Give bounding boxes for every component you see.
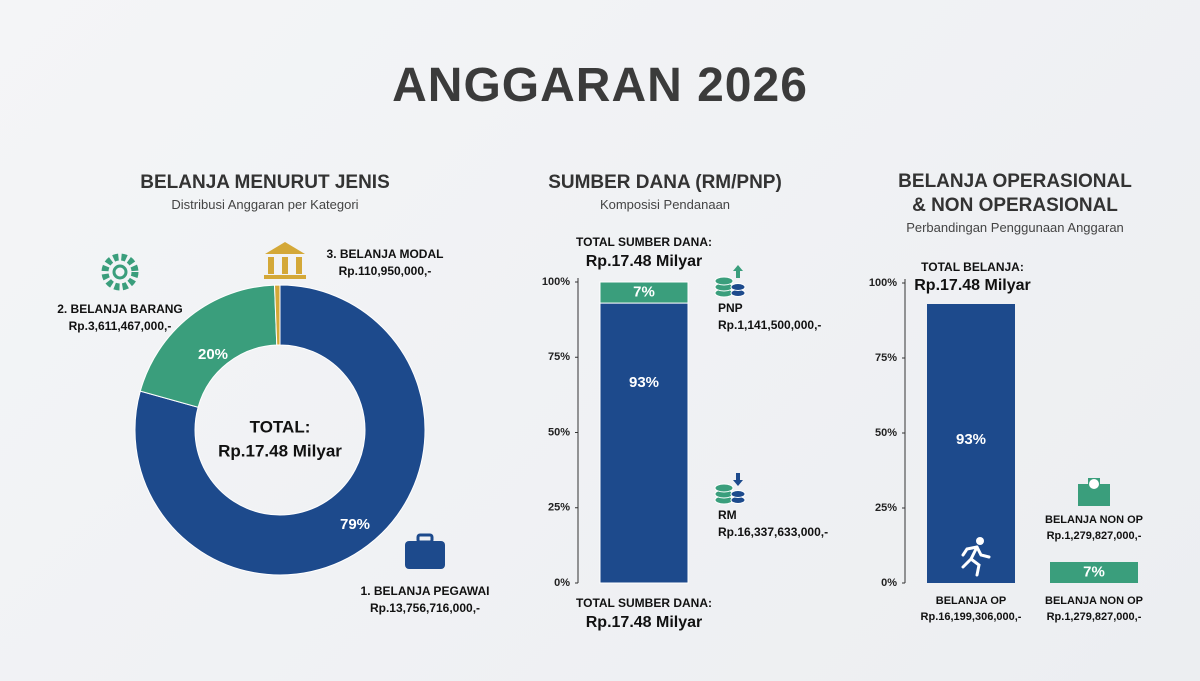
y-tick-label: 25% [875, 502, 897, 514]
bar [927, 304, 1015, 583]
coin-icon [730, 490, 746, 498]
total-value: Rp.17.48 Milyar [586, 614, 703, 631]
chart-subtitle: Distribusi Anggaran per Kategori [171, 197, 359, 212]
total-title: TOTAL SUMBER DANA: [576, 596, 712, 610]
y-tick-label: 100% [869, 277, 897, 289]
bar-segment [599, 302, 689, 584]
total-value: Rp.17.48 Milyar [914, 277, 1031, 294]
bar [1050, 562, 1138, 583]
bar-label: 93% [956, 431, 986, 448]
chart-title: SUMBER DANA (RM/PNP) [548, 172, 782, 193]
category-label: 3. BELANJA MODAL [327, 247, 444, 261]
total-title: TOTAL SUMBER DANA: [576, 235, 712, 249]
category-label: BELANJA NON OP [1045, 595, 1143, 607]
amount-label: Rp.3,611,467,000,- [69, 319, 172, 333]
bar-label: 7% [1083, 563, 1105, 580]
donut-slice [134, 284, 426, 576]
y-tick-label: 25% [548, 502, 570, 514]
coin-icon [730, 283, 746, 291]
coin-icon [714, 483, 734, 493]
legend-name: RM [718, 508, 737, 522]
y-tick-label: 75% [875, 352, 897, 364]
segment-label: 93% [629, 374, 659, 391]
chart-subtitle: Perbandingan Penggunaan Anggaran [906, 220, 1124, 235]
briefcase-icon [405, 541, 445, 569]
y-tick-label: 75% [548, 351, 570, 363]
amount-label: Rp.110,950,000,- [339, 264, 432, 278]
center-value: Rp.17.48 Milyar [218, 441, 342, 460]
y-tick-label: 0% [881, 577, 897, 589]
bar-segment [599, 281, 689, 304]
center-title: TOTAL: [250, 417, 311, 436]
legend-name: PNP [718, 301, 743, 315]
total-value: Rp.17.48 Milyar [586, 253, 703, 270]
y-tick-label: 50% [548, 426, 570, 438]
gear-icon [101, 253, 139, 291]
page-title: ANGGARAN 2026 [392, 59, 808, 112]
legend-amount: Rp.16,337,633,000,- [718, 525, 828, 539]
chart-title: BELANJA MENURUT JENIS [140, 172, 390, 193]
chart-title: BELANJA OPERASIONAL & NON OPERASIONAL [898, 171, 1132, 216]
category-label: BELANJA NON OP [1045, 514, 1143, 526]
y-tick-label: 100% [542, 276, 570, 288]
briefcase-icon [416, 533, 434, 544]
y-tick-label: 50% [875, 427, 897, 439]
slice-label: 20% [198, 346, 228, 363]
amount-label: Rp.16,199,306,000,- [921, 611, 1022, 623]
arrow-icon [733, 265, 743, 278]
donut-slice [139, 284, 278, 408]
legend-amount: Rp.1,141,500,000,- [718, 318, 821, 332]
amount-label: Rp.1,279,827,000,- [1047, 530, 1142, 542]
bank-icon [264, 242, 306, 279]
amount-label: Rp.13,756,716,000,- [370, 601, 480, 615]
arrow-icon [733, 473, 743, 486]
y-tick-label: 0% [554, 577, 570, 589]
chart-subtitle: Komposisi Pendanaan [599, 197, 731, 212]
segment-label: 7% [633, 284, 655, 301]
runner-icon [976, 537, 984, 545]
building-icon [1089, 479, 1099, 489]
amount-label: Rp.1,279,827,000,- [1047, 611, 1142, 623]
coin-icon [714, 276, 734, 286]
slice-label: 79% [340, 516, 370, 533]
donut-slice [273, 284, 281, 346]
runner-icon [961, 545, 991, 577]
category-label: 1. BELANJA PEGAWAI [361, 584, 490, 598]
building-icon [1078, 478, 1110, 506]
category-label: 2. BELANJA BARANG [57, 302, 183, 316]
category-label: BELANJA OP [936, 595, 1007, 607]
total-title: TOTAL BELANJA: [921, 260, 1024, 274]
gear-icon [112, 264, 128, 280]
